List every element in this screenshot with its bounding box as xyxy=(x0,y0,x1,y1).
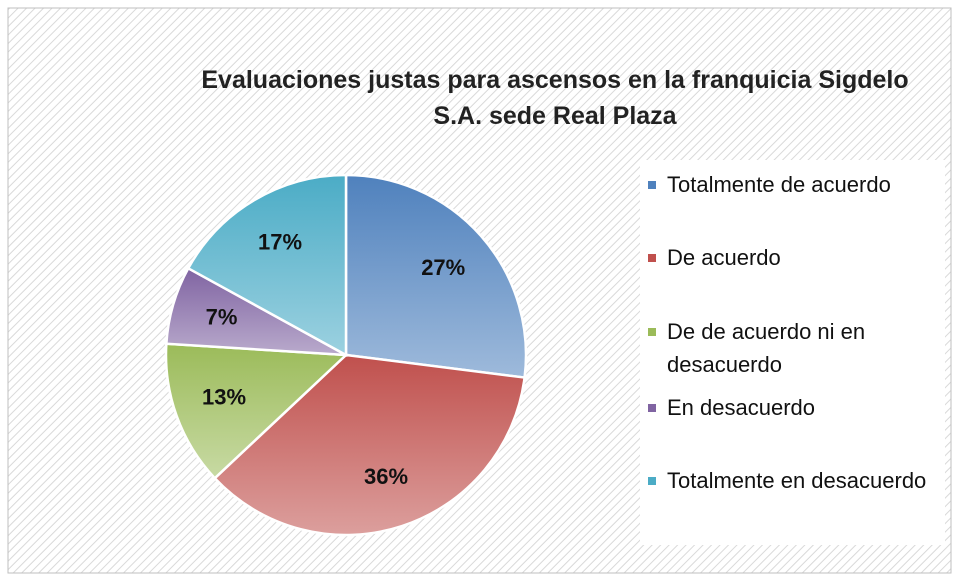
legend-label: En desacuerdo xyxy=(667,395,815,420)
chart-title: Evaluaciones justas para ascensos en la … xyxy=(201,66,909,130)
legend-swatch xyxy=(648,254,656,262)
pie-slice xyxy=(213,353,526,537)
legend-swatch xyxy=(648,328,656,336)
legend-background xyxy=(640,160,945,545)
legend-label: De de acuerdo ni en desacuerdo xyxy=(667,319,866,377)
data-label: 13% xyxy=(202,385,246,410)
legend-swatch xyxy=(648,181,656,189)
data-label: 36% xyxy=(364,464,408,489)
legend-item: Totalmente en desacuerdo xyxy=(648,464,948,497)
legend-item: En desacuerdo xyxy=(648,391,948,424)
legend-swatch xyxy=(648,477,656,485)
data-label: 7% xyxy=(206,305,238,330)
legend-label: Totalmente de acuerdo xyxy=(667,172,891,197)
legend-item: De acuerdo xyxy=(648,241,948,274)
pie-slice xyxy=(164,342,349,480)
data-label: 27% xyxy=(421,255,465,280)
legend-item: De de acuerdo ni en desacuerdo xyxy=(648,315,948,381)
pie-slice xyxy=(186,173,348,358)
legend-label: Totalmente en desacuerdo xyxy=(667,468,927,493)
legend-label: De acuerdo xyxy=(667,245,781,270)
legend-swatch xyxy=(648,404,656,412)
data-label: 17% xyxy=(258,229,302,254)
legend-item: Totalmente de acuerdo xyxy=(648,168,948,201)
pie-slice xyxy=(344,173,528,379)
